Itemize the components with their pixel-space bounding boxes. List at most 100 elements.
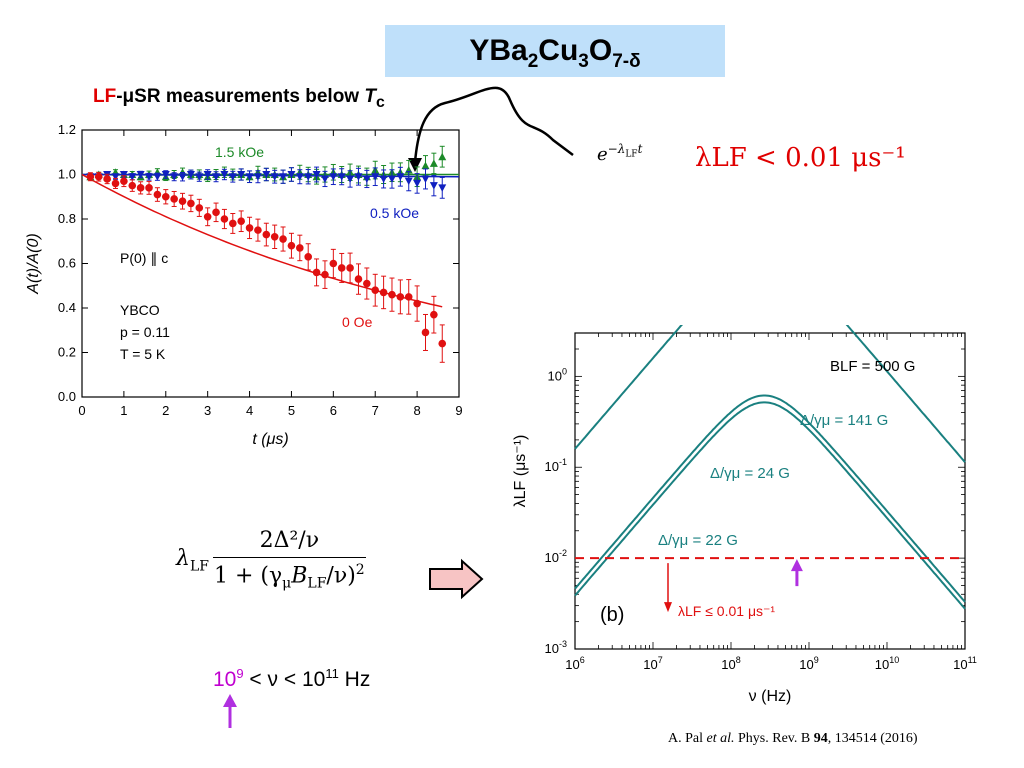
data-point: [170, 173, 179, 181]
curve-label-22: Δ/γμ = 22 G: [658, 532, 738, 549]
annotation-temperature: T = 5 K: [120, 346, 166, 362]
x-tick-label: 6: [330, 403, 337, 418]
data-point: [421, 175, 430, 183]
data-point: [178, 173, 187, 181]
data-point: [203, 212, 212, 221]
data-point: [379, 288, 388, 297]
y-tick-label: 0.2: [58, 345, 76, 360]
data-point: [245, 224, 254, 232]
lambda-limit-result: λLF < 0.01 μs⁻¹: [695, 143, 906, 173]
data-point: [320, 175, 329, 183]
data-point: [220, 171, 229, 179]
x-axis-label: t (μs): [252, 431, 288, 448]
legend-0.5kOe: 0.5 kOe: [370, 205, 419, 221]
data-point: [304, 173, 313, 181]
x-tick-label: 1011: [953, 655, 977, 672]
x-tick-label: 107: [643, 655, 662, 672]
frequency-range: 109 < ν < 1011 Hz: [213, 666, 371, 691]
data-point: [404, 177, 413, 186]
data-point: [413, 179, 422, 188]
data-point: [111, 173, 120, 181]
threshold-arrow-head: [664, 602, 672, 613]
y-tick-label: 100: [548, 366, 567, 383]
data-point: [187, 199, 195, 208]
data-point: [237, 217, 245, 226]
data-point: [312, 171, 321, 179]
data-point: [245, 173, 254, 181]
exp-formula: e−λLFt: [597, 142, 643, 165]
data-point: [212, 208, 220, 217]
data-point: [128, 181, 137, 190]
data-point: [178, 197, 187, 205]
x-tick-label: 4: [246, 403, 253, 418]
data-point: [396, 173, 405, 181]
x-tick-label: 106: [565, 655, 584, 672]
data-point: [329, 173, 338, 181]
annotation-doping: p = 0.11: [120, 324, 170, 340]
data-point: [161, 192, 170, 201]
data-point: [136, 171, 145, 179]
data-point: [119, 171, 128, 179]
data-point: [262, 171, 271, 179]
slide-title: YBa2Cu3O7-δ: [385, 25, 725, 77]
data-point: [253, 173, 262, 181]
data-point: [86, 172, 95, 181]
block-arrow-icon: [429, 558, 484, 600]
citation: A. Pal et al. Phys. Rev. B 94, 134514 (2…: [668, 731, 918, 746]
data-point: [279, 235, 287, 243]
data-point: [229, 219, 237, 228]
data-point: [371, 173, 380, 181]
data-point: [379, 175, 388, 183]
data-point: [396, 293, 405, 301]
y-tick-label: 1.2: [58, 122, 76, 137]
data-point: [220, 215, 229, 223]
legend-0Oe: 0 Oe: [342, 314, 373, 330]
data-point: [153, 173, 162, 181]
data-point: [296, 244, 304, 252]
curve-label-24: Δ/γμ = 24 G: [710, 465, 790, 482]
data-point: [429, 182, 438, 190]
formula-denominator: 1 + (γμBLF/ν)2: [213, 562, 365, 592]
formula-lhs: λLF: [176, 546, 209, 575]
data-point: [413, 299, 421, 308]
y-tick-label: 0.8: [58, 211, 76, 226]
curved-arrow: [413, 86, 574, 163]
data-point: [438, 339, 447, 348]
data-point: [254, 226, 262, 234]
annotation-polarization: P(0) ∥ c: [120, 250, 168, 266]
data-point: [237, 171, 246, 179]
x-tick-label: 1010: [875, 655, 899, 672]
data-point: [337, 264, 346, 272]
y-tick-label: 0.6: [58, 256, 76, 271]
field-annotation: BLF = 500 G: [830, 358, 915, 375]
data-point: [354, 173, 363, 181]
x-tick-label: 2: [162, 403, 169, 418]
data-point: [287, 171, 296, 179]
data-point: [312, 268, 321, 277]
data-point: [186, 171, 195, 179]
data-point: [161, 171, 170, 179]
data-point: [145, 173, 154, 181]
data-point: [170, 195, 178, 203]
panel-label: (b): [600, 604, 624, 626]
data-point: [270, 173, 279, 181]
y-axis-label: λLF (μs⁻¹): [512, 435, 529, 508]
formula-numerator: 2Δ²/ν: [212, 528, 366, 558]
data-point: [404, 293, 413, 301]
x-axis-label: ν (Hz): [749, 688, 792, 705]
data-point: [429, 159, 438, 167]
data-point: [304, 253, 313, 261]
x-tick-label: 9: [455, 403, 462, 418]
plot-subtitle: LF-μSR measurements below Tc: [93, 86, 385, 111]
curve-label-141: Δ/γμ = 141 G: [800, 412, 888, 429]
data-point: [421, 328, 430, 337]
asymmetry-chart: 0 1 2 3 4 5 6 7 8 9 0.0 0.2 0.4 0.6 0.8 1.0 1.2 t (μs) A(t…: [25, 122, 463, 448]
data-point: [438, 152, 447, 161]
data-point: [195, 173, 204, 181]
data-point: [203, 171, 212, 179]
x-tick-label: 8: [413, 403, 420, 418]
lambda-lf-formula: λLF 2Δ²/ν 1 + (γμBLF/ν)2: [175, 528, 366, 593]
data-point: [388, 290, 396, 299]
data-point: [430, 310, 438, 319]
